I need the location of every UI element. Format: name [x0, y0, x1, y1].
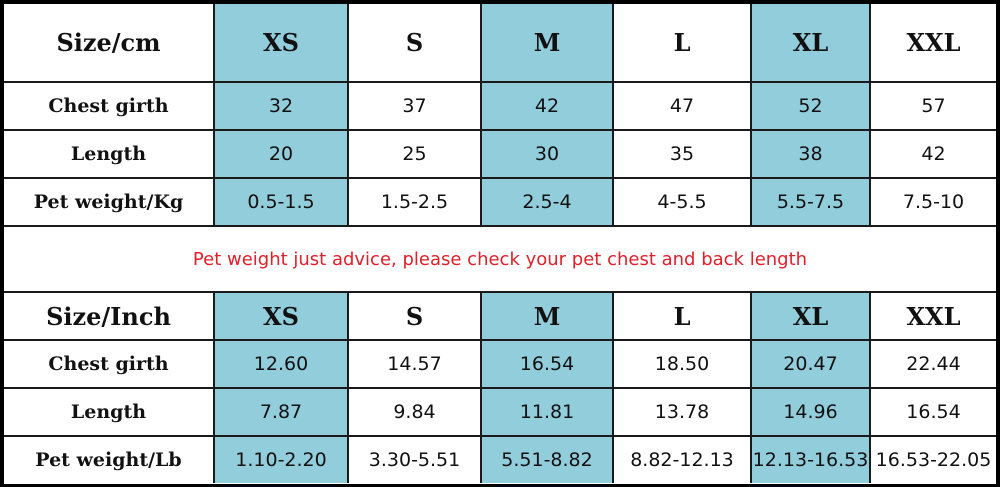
row-label: Length — [4, 387, 215, 437]
size-header: XS — [213, 4, 349, 83]
value-cell: 7.87 — [213, 387, 349, 437]
row-label: Length — [4, 129, 215, 179]
value-cell: 42 — [869, 129, 996, 179]
size-header: XXL — [869, 4, 996, 83]
value-cell: 3.30-5.51 — [347, 435, 482, 483]
value-cell: 0.5-1.5 — [213, 177, 349, 227]
value-cell: 35 — [612, 129, 752, 179]
value-cell: 32 — [213, 81, 349, 131]
table-row: Pet weight/Kg 0.5-1.5 1.5-2.5 2.5-4 4-5.5 5.5… — [4, 177, 996, 227]
value-cell: 12.13-16.53 — [750, 435, 871, 483]
value-cell: 5.5-7.5 — [750, 177, 871, 227]
row-label: Chest girth — [4, 81, 215, 131]
advice-note: Pet weight just advice, please check you… — [4, 225, 996, 293]
table-row: Pet weight/Lb 1.10-2.20 3.30-5.51 5.51-8.82… — [4, 435, 996, 483]
value-cell: 16.54 — [869, 387, 996, 437]
table-row: Chest girth 12.60 14.57 16.54 18.50 20.47 22.4… — [4, 339, 996, 389]
row-label: Chest girth — [4, 339, 215, 389]
table-row: Length 20 25 30 35 38 42 — [4, 129, 996, 179]
size-header: XS — [213, 291, 349, 341]
size-header: M — [480, 291, 614, 341]
value-cell: 1.10-2.20 — [213, 435, 349, 483]
size-chart: Size/cm XS S M L XL XXL Chest girth 32 37 42 47 52 57… — [4, 4, 996, 484]
value-cell: 30 — [480, 129, 614, 179]
value-cell: 25 — [347, 129, 482, 179]
unit-header: Size/cm — [4, 4, 215, 83]
size-header: M — [480, 4, 614, 83]
value-cell: 20.47 — [750, 339, 871, 389]
value-cell: 52 — [750, 81, 871, 131]
size-header: XL — [750, 291, 871, 341]
size-header: XXL — [869, 291, 996, 341]
value-cell: 16.53-22.05 — [869, 435, 996, 483]
inch_table-header-row: Size/Inch XS S M L XL XXL — [4, 291, 996, 341]
value-cell: 37 — [347, 81, 482, 131]
size-header: L — [612, 4, 752, 83]
size-header: S — [347, 291, 482, 341]
value-cell: 4-5.5 — [612, 177, 752, 227]
table-row: Length 7.87 9.84 11.81 13.78 14.96 16.54 — [4, 387, 996, 437]
value-cell: 8.82-12.13 — [612, 435, 752, 483]
size-header: L — [612, 291, 752, 341]
value-cell: 16.54 — [480, 339, 614, 389]
row-label: Pet weight/Lb — [4, 435, 215, 483]
value-cell: 47 — [612, 81, 752, 131]
value-cell: 20 — [213, 129, 349, 179]
size-header: XL — [750, 4, 871, 83]
value-cell: 7.5-10 — [869, 177, 996, 227]
value-cell: 57 — [869, 81, 996, 131]
value-cell: 5.51-8.82 — [480, 435, 614, 483]
value-cell: 1.5-2.5 — [347, 177, 482, 227]
value-cell: 22.44 — [869, 339, 996, 389]
row-label: Pet weight/Kg — [4, 177, 215, 227]
value-cell: 42 — [480, 81, 614, 131]
size-header: S — [347, 4, 482, 83]
note-row: Pet weight just advice, please check you… — [4, 225, 996, 293]
unit-header: Size/Inch — [4, 291, 215, 341]
value-cell: 2.5-4 — [480, 177, 614, 227]
value-cell: 9.84 — [347, 387, 482, 437]
value-cell: 38 — [750, 129, 871, 179]
value-cell: 18.50 — [612, 339, 752, 389]
cm_table-header-row: Size/cm XS S M L XL XXL — [4, 4, 996, 83]
value-cell: 11.81 — [480, 387, 614, 437]
value-cell: 14.57 — [347, 339, 482, 389]
value-cell: 12.60 — [213, 339, 349, 389]
value-cell: 14.96 — [750, 387, 871, 437]
value-cell: 13.78 — [612, 387, 752, 437]
size-table: Size/cm XS S M L XL XXL Chest girth 32 37 42 47 52 57… — [4, 4, 996, 483]
table-row: Chest girth 32 37 42 47 52 57 — [4, 81, 996, 131]
